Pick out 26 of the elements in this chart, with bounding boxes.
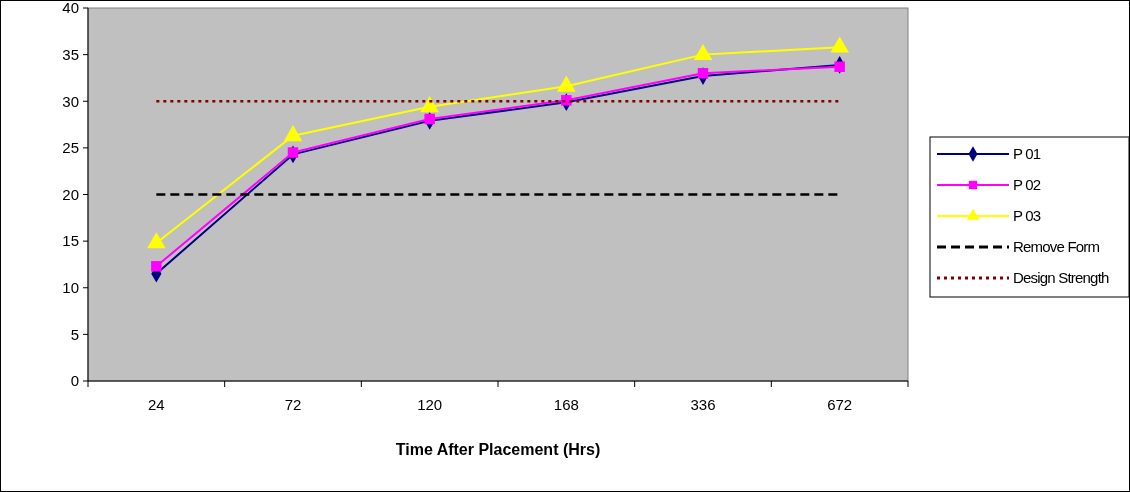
- point: [424, 113, 435, 125]
- y-tick-label: 10: [62, 279, 79, 296]
- point: [151, 261, 162, 272]
- x-tick-label: 168: [553, 396, 579, 413]
- y-tick-label: 30: [62, 92, 79, 110]
- legend-label: P 02: [1013, 176, 1041, 194]
- point: [287, 147, 299, 158]
- point: [697, 68, 709, 79]
- legend-label: P 03: [1013, 207, 1041, 225]
- x-tick-label: 336: [690, 396, 716, 413]
- legend-label: Remove Form: [1013, 238, 1100, 256]
- x-tick-label: 72: [284, 396, 302, 413]
- y-tick-label: 35: [62, 45, 79, 63]
- y-tick-label: 0: [70, 372, 79, 390]
- legend-label: P 01: [1013, 145, 1041, 163]
- x-axis-title: Time After Placement (Hrs): [395, 441, 601, 458]
- y-tick-label: 15: [62, 232, 79, 250]
- y-tick-label: 5: [70, 325, 79, 343]
- x-tick-label: 24: [147, 396, 165, 413]
- point: [834, 61, 845, 72]
- y-tick-label: 20: [62, 185, 79, 203]
- y-tick-label: 25: [62, 139, 79, 157]
- x-tick-label: 672: [827, 396, 853, 413]
- y-tick-label: 40: [62, 0, 79, 17]
- legend-label: Design Strength: [1013, 269, 1110, 287]
- x-tick-label: 120: [417, 396, 443, 413]
